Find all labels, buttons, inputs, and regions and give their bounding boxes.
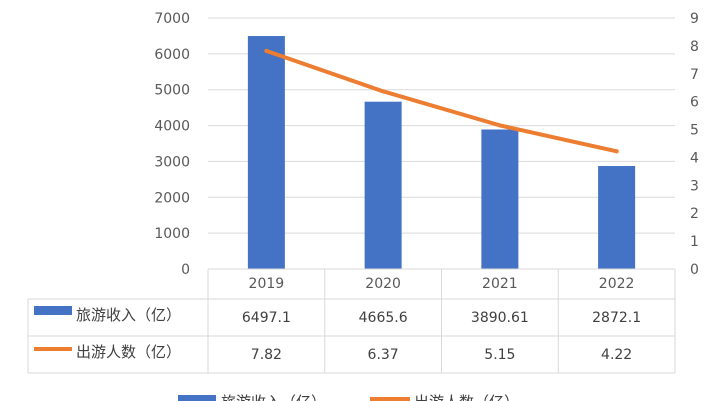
bar-series	[247, 36, 636, 269]
legend: 旅游收入（亿） 出游人数（亿）	[178, 393, 519, 401]
right-axis: 0 1 2 3 4 5 6 7 8 9	[690, 11, 699, 278]
bar	[481, 129, 519, 269]
right-tick-label: 3	[690, 178, 699, 194]
line-series	[264, 48, 619, 154]
line-point	[381, 89, 386, 94]
bar-data-label: 3890.61	[471, 310, 529, 326]
left-tick-label: 1000	[154, 226, 190, 242]
left-tick-label: 2000	[154, 190, 190, 206]
legend-label-income: 旅游收入（亿）	[221, 393, 326, 401]
x-tick-label: 2021	[482, 276, 518, 292]
bar	[247, 36, 285, 269]
bar-data-label: 6497.1	[242, 310, 291, 326]
line-data-label: 4.22	[601, 347, 632, 363]
gridlines	[208, 17, 675, 234]
line-point	[614, 149, 619, 154]
x-tick-label: 2020	[365, 276, 401, 292]
row-header-visitors: 出游人数（亿）	[76, 343, 181, 361]
right-tick-label: 2	[690, 206, 699, 222]
left-tick-label: 5000	[154, 83, 190, 99]
bar	[598, 166, 636, 269]
data-table: 2019 2020 2021 2022 6497.1 4665.6 3890.61 2872.…	[27, 268, 676, 374]
legend-key-bar	[178, 395, 216, 401]
right-tick-label: 4	[690, 150, 699, 166]
left-axis: 0 1000 2000 3000 4000 5000 6000 7000	[154, 11, 190, 278]
line-data-label: 7.82	[251, 347, 282, 363]
right-tick-label: 1	[690, 234, 699, 250]
row-header-income: 旅游收入（亿）	[76, 306, 181, 324]
x-tick-label: 2019	[249, 276, 285, 292]
legend-label-visitors: 出游人数（亿）	[414, 393, 519, 401]
line-point	[497, 123, 502, 128]
right-tick-label: 7	[690, 67, 699, 83]
line-path	[264, 48, 619, 154]
row-key-bar	[34, 306, 72, 315]
bar-data-label: 4665.6	[359, 310, 408, 326]
right-tick-label: 6	[690, 95, 699, 111]
right-tick-label: 5	[690, 123, 699, 139]
right-tick-label: 8	[690, 39, 699, 55]
left-tick-label: 6000	[154, 47, 190, 63]
left-tick-label: 4000	[154, 119, 190, 135]
line-data-label: 6.37	[368, 347, 399, 363]
right-tick-label: 0	[690, 262, 699, 278]
line-point	[264, 48, 269, 53]
left-tick-label: 3000	[154, 154, 190, 170]
bar-data-label: 2872.1	[592, 310, 641, 326]
x-tick-label: 2022	[599, 276, 635, 292]
bar	[364, 101, 402, 269]
line-data-label: 5.15	[484, 347, 515, 363]
left-tick-label: 0	[181, 262, 190, 278]
right-tick-label: 9	[690, 11, 699, 27]
left-tick-label: 7000	[154, 11, 190, 27]
